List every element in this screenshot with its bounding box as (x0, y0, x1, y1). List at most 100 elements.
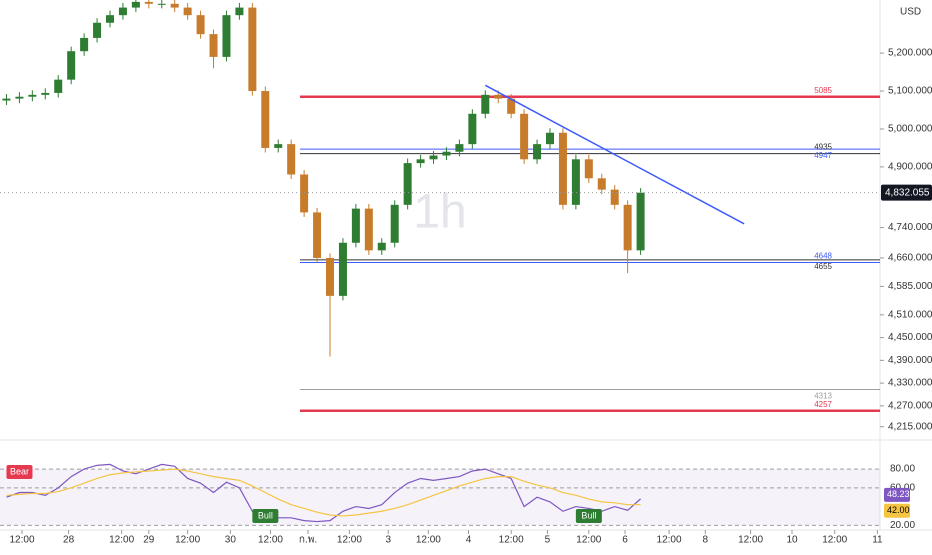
trendline (484, 84, 745, 225)
x-tick-label: 29 (143, 535, 155, 546)
rsi-tick-label: 80.00 (890, 464, 915, 475)
candle-body (131, 1, 140, 8)
rsi-annotation: Bear (10, 466, 29, 476)
y-tick-label: 5,200.000 (888, 48, 932, 59)
x-tick-label: 12:00 (576, 535, 601, 546)
rsi-annotation: Bull (258, 510, 273, 520)
candle-body (623, 204, 632, 251)
candle-body (93, 22, 102, 38)
y-tick-label: 4,740.000 (888, 222, 932, 233)
candle-body (80, 37, 89, 52)
level-label: 4257 (814, 400, 832, 409)
x-tick-label: 12:00 (822, 535, 847, 546)
candle-body (274, 144, 283, 148)
rsi-tick-label: 20.00 (890, 520, 915, 531)
candle-body (584, 159, 593, 179)
level-label: 5085 (814, 86, 832, 95)
candle-body (15, 96, 24, 99)
candle-body (222, 15, 231, 57)
last-price-box (881, 184, 932, 201)
x-tick-label: 28 (63, 535, 75, 546)
candle-body (235, 7, 244, 16)
candle-body (520, 113, 529, 160)
candle-body (468, 113, 477, 145)
x-tick-label: 12:00 (175, 535, 200, 546)
rsi-annotation: Bull (581, 510, 596, 520)
last-price-label: 4,832.055 (885, 187, 930, 198)
candle-body (261, 91, 270, 148)
y-tick-label: 4,390.000 (888, 355, 932, 366)
rsi-value-label: 42.00 (887, 505, 910, 515)
candle-body (429, 155, 438, 160)
candle-body (326, 257, 334, 296)
candle-body (571, 159, 580, 205)
candle-body (481, 94, 490, 114)
candle-body (54, 79, 63, 93)
candle-body (494, 94, 503, 99)
candle-body (442, 151, 451, 156)
candle-body (338, 242, 347, 296)
candle-body (558, 132, 567, 205)
candle-body (403, 163, 412, 205)
x-tick-label: 30 (225, 535, 237, 546)
x-tick-label: 4 (466, 535, 472, 546)
candle-body (351, 208, 360, 243)
level-label: 4648 (814, 252, 832, 261)
candle-body (507, 98, 516, 114)
y-tick-label: 4,510.000 (888, 309, 932, 320)
y-tick-label: 4,215.000 (888, 421, 932, 432)
candle-body (416, 159, 425, 164)
rsi-value-label: 48.23 (887, 489, 910, 499)
candle-body (390, 204, 399, 243)
y-tick-label: 5,000.000 (888, 124, 932, 135)
x-tick-label: ก.พ. (299, 535, 317, 546)
y-tick-label: 4,330.000 (888, 378, 932, 389)
level-label: 4313 (814, 392, 832, 401)
rsi-value-box (884, 487, 910, 502)
candle-body (209, 34, 218, 57)
y-tick-label: 5,100.000 (888, 86, 932, 97)
candle-body (300, 174, 309, 213)
x-tick-label: 6 (622, 535, 628, 546)
candle-body (364, 208, 373, 251)
x-tick-label: 12:00 (499, 535, 524, 546)
x-tick-label: 12:00 (738, 535, 763, 546)
candle-body (287, 144, 296, 175)
y-tick-label: 4,585.000 (888, 281, 932, 292)
candle-body (28, 94, 37, 97)
candle-body (2, 98, 11, 101)
level-label: 4947 (814, 151, 832, 160)
rsi-annotation-box (6, 465, 33, 479)
candle-body (196, 15, 205, 35)
candle-body (313, 212, 322, 258)
candle-body (170, 3, 179, 8)
level-label: 4655 (814, 262, 832, 271)
candle-body (597, 178, 606, 190)
x-tick-label: 11 (872, 535, 883, 546)
x-tick-label: 12:00 (258, 535, 283, 546)
candle-body (144, 1, 153, 4)
x-tick-label: 3 (385, 535, 391, 546)
x-tick-label: 12:00 (9, 535, 34, 546)
candle-body (546, 132, 554, 145)
x-tick-label: 5 (545, 535, 551, 546)
watermark: 1h (413, 186, 466, 239)
x-tick-label: 12:00 (657, 535, 682, 546)
candle-body (106, 15, 114, 23)
candle-body (67, 51, 76, 80)
rsi-value-box (884, 503, 910, 518)
candle-body (636, 192, 645, 251)
candle-body (183, 7, 192, 16)
candle-body (157, 3, 166, 5)
y-tick-label: 4,660.000 (888, 253, 932, 264)
candle-body (533, 144, 542, 160)
currency: USD (900, 7, 921, 18)
candle-body (118, 7, 127, 16)
candle-body (41, 92, 50, 95)
y-tick-label: 4,900.000 (888, 162, 932, 173)
rsi-line (6, 463, 641, 523)
x-tick-label: 10 (786, 535, 798, 546)
rsi-line (6, 468, 641, 517)
